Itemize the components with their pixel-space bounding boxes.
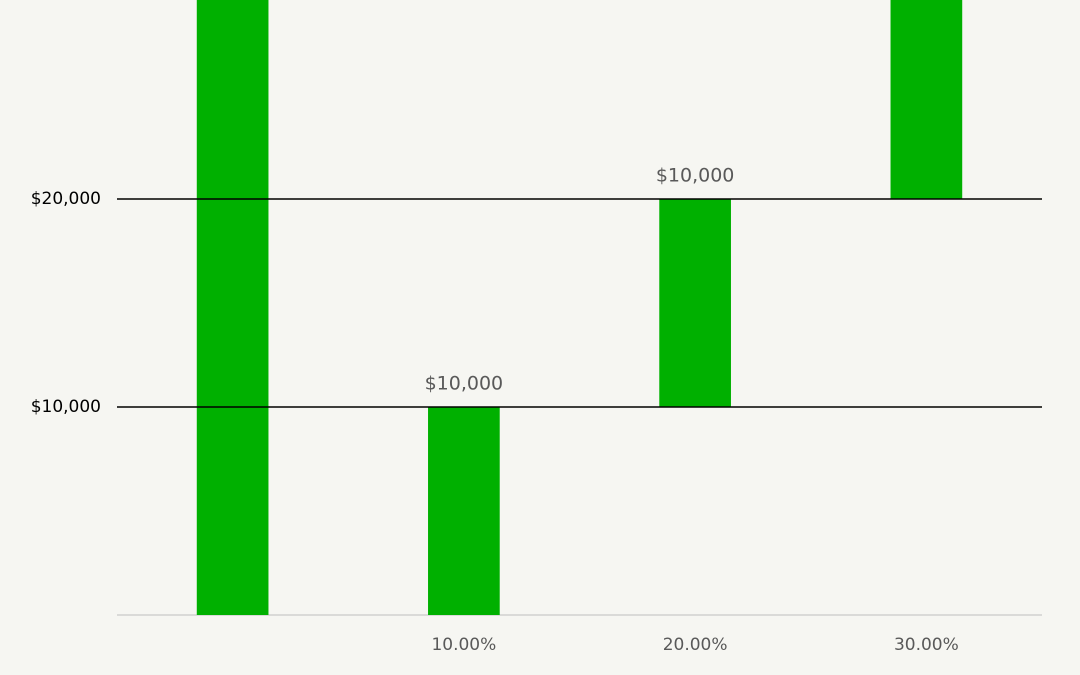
bar: [659, 199, 731, 407]
y-tick-label: $20,000: [31, 189, 101, 209]
bar: [890, 0, 963, 199]
bar: [428, 407, 500, 615]
data-label: $10,000: [656, 165, 735, 187]
x-tick-label: 20.00%: [663, 635, 728, 655]
x-tick-label: 10.00%: [431, 635, 496, 655]
bar: [196, 0, 269, 615]
x-tick-label: 30.00%: [894, 635, 959, 655]
y-tick-label: $10,000: [31, 397, 101, 417]
data-label: $10,000: [425, 373, 504, 395]
